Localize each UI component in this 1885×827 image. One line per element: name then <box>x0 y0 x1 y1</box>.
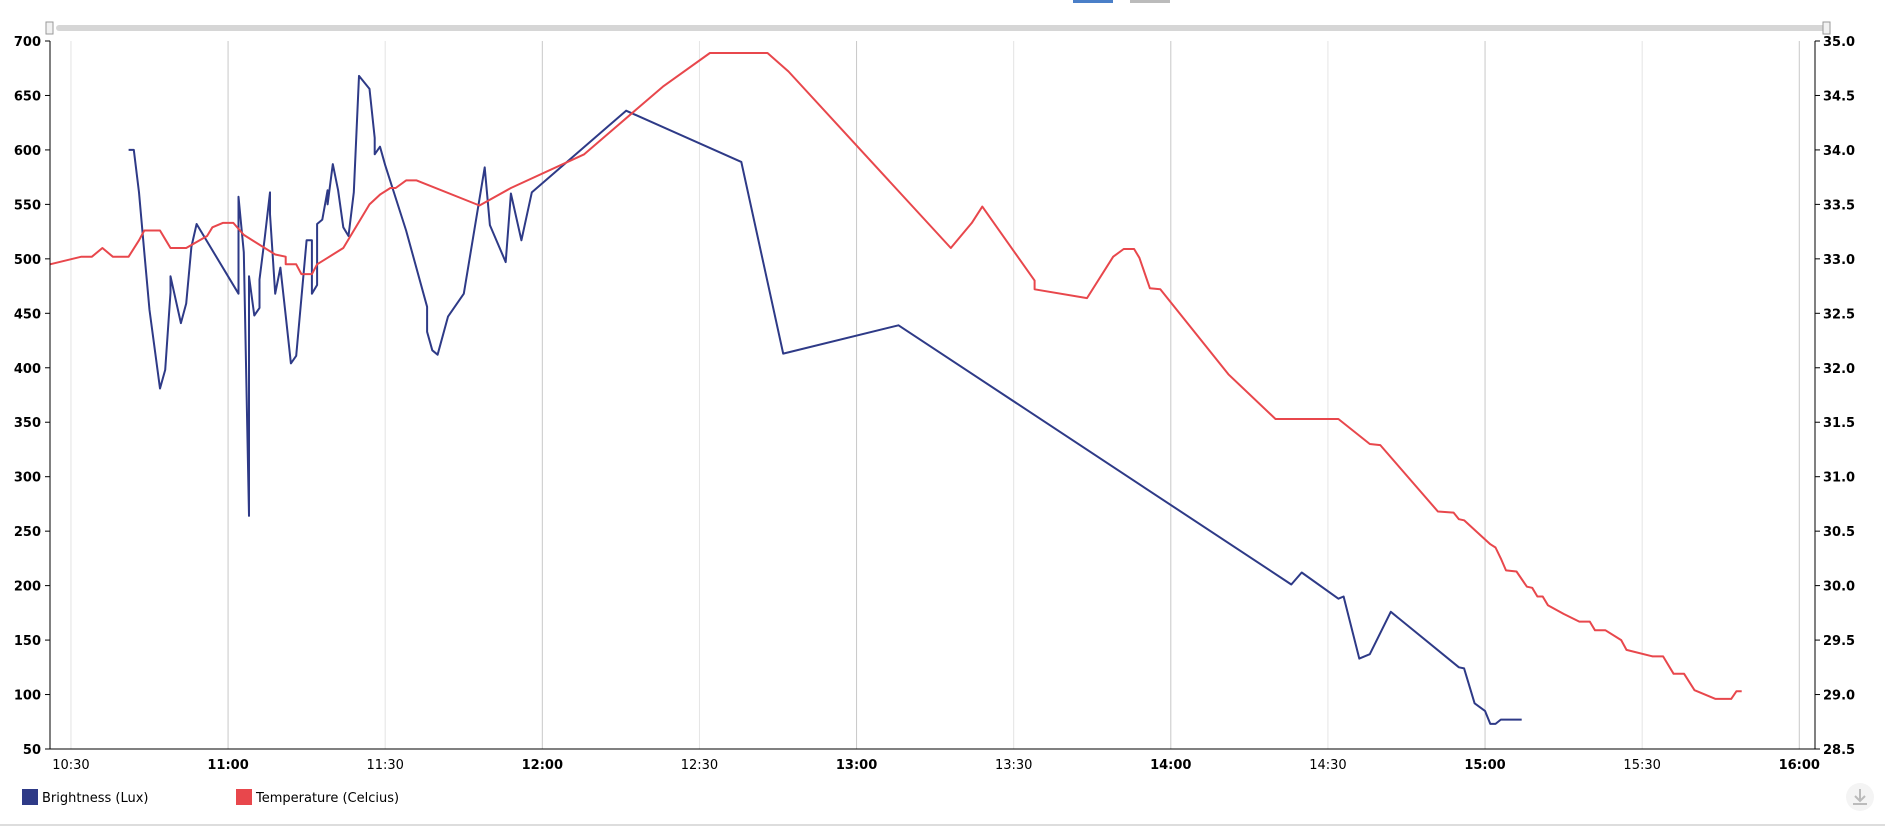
x-tick-label: 12:30 <box>681 758 718 773</box>
y-tick-label: 50 <box>23 743 41 758</box>
y2-tick-label: 34.5 <box>1823 89 1855 104</box>
x-tick-label: 11:00 <box>207 758 248 773</box>
navigator-handle[interactable] <box>1822 21 1831 35</box>
y2-tick-label: 30.0 <box>1823 580 1855 595</box>
grid <box>70 41 1800 749</box>
y-tick-label: 400 <box>14 362 41 377</box>
navigator-bar[interactable] <box>56 25 1826 31</box>
y2-tick-label: 31.0 <box>1823 471 1855 486</box>
y2-tick-label: 31.5 <box>1823 416 1855 431</box>
y2-tick-label: 32.0 <box>1823 362 1855 377</box>
y2-tick-label: 33.0 <box>1823 253 1855 268</box>
axes: 10:30 11:00 11:30 12:00 12:30 13:00 13:30 14:00… <box>14 35 1855 773</box>
y2-tick-label: 28.5 <box>1823 743 1855 758</box>
y-tick-label: 550 <box>14 198 41 213</box>
range-button[interactable] <box>1130 0 1170 3</box>
legend-swatch <box>22 789 38 805</box>
x-tick-label: 14:00 <box>1150 758 1191 773</box>
legend-swatch <box>236 789 252 805</box>
x-tick-label: 10:30 <box>52 758 89 773</box>
y2-tick-label: 29.5 <box>1823 634 1855 649</box>
download-icon <box>1853 789 1867 805</box>
x-tick-label: 11:30 <box>366 758 403 773</box>
y-tick-label: 500 <box>14 253 41 268</box>
series-line <box>128 74 1522 725</box>
y-tick-label: 100 <box>14 689 41 704</box>
x-tick-label: 16:00 <box>1779 758 1820 773</box>
legend-label: Temperature (Celcius) <box>255 791 399 806</box>
navigator-handle[interactable] <box>45 21 54 35</box>
x-tick-label: 12:00 <box>522 758 563 773</box>
y-tick-label: 150 <box>14 634 41 649</box>
x-tick-label: 13:30 <box>995 758 1032 773</box>
y2-tick-label: 30.5 <box>1823 525 1855 540</box>
y-tick-label: 250 <box>14 525 41 540</box>
y2-tick-label: 33.5 <box>1823 198 1855 213</box>
x-tick-label: 14:30 <box>1309 758 1346 773</box>
y2-tick-label: 29.0 <box>1823 689 1855 704</box>
y-tick-label: 350 <box>14 416 41 431</box>
y2-tick-label: 32.5 <box>1823 307 1855 322</box>
range-button[interactable] <box>1073 0 1113 3</box>
y-tick-label: 650 <box>14 89 41 104</box>
y2-tick-label: 34.0 <box>1823 144 1855 159</box>
plot-area <box>49 52 1742 725</box>
x-tick-label: 13:00 <box>836 758 877 773</box>
y-tick-label: 200 <box>14 580 41 595</box>
legend-label: Brightness (Lux) <box>42 791 148 806</box>
legend: Brightness (Lux) Temperature (Celcius) <box>22 789 399 806</box>
x-tick-label: 15:30 <box>1623 758 1660 773</box>
y-tick-label: 600 <box>14 144 41 159</box>
series-line <box>49 52 1742 700</box>
y-tick-label: 450 <box>14 307 41 322</box>
x-tick-label: 15:00 <box>1464 758 1505 773</box>
y-tick-label: 700 <box>14 35 41 50</box>
y-tick-label: 300 <box>14 471 41 486</box>
y2-tick-label: 35.0 <box>1823 35 1855 50</box>
